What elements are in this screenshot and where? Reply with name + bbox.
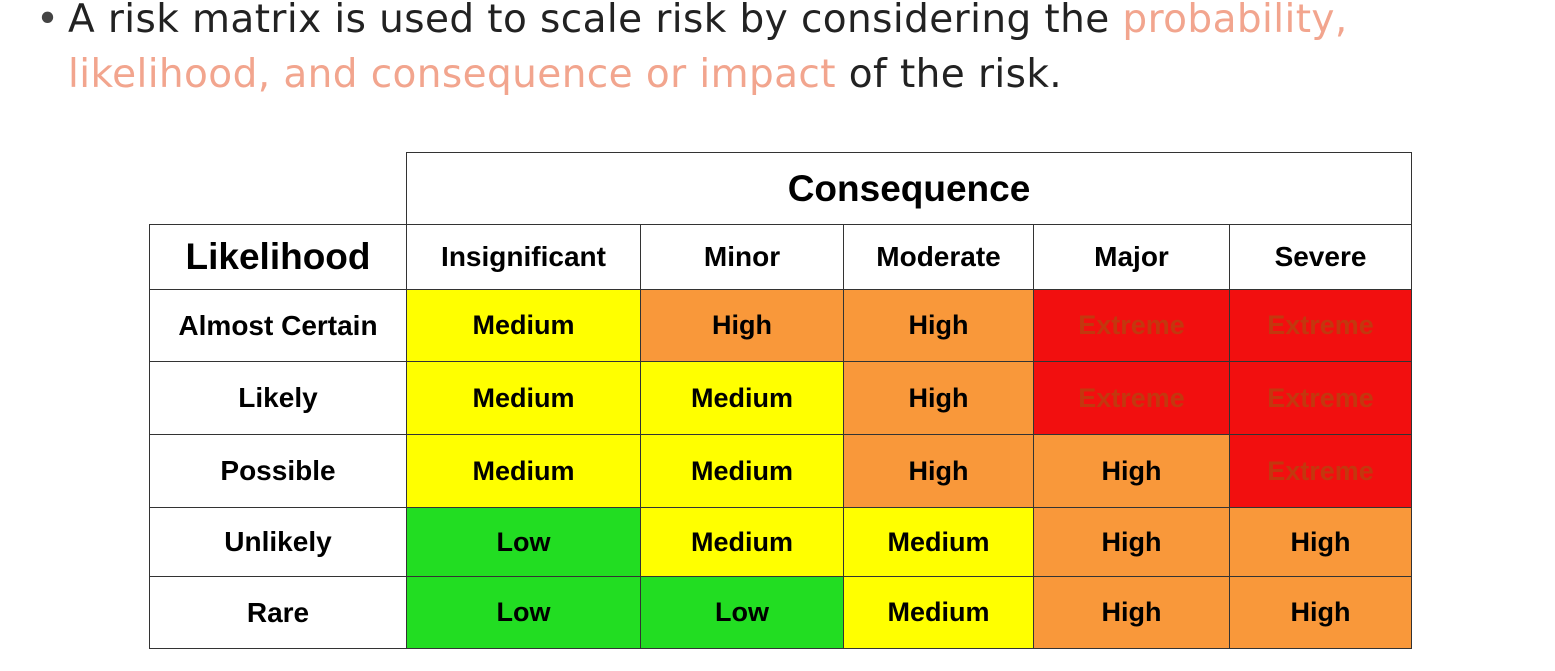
column-header-severe: Severe [1229,224,1412,290]
likelihood-title: Likelihood [149,224,407,290]
risk-matrix-table: Consequence Likelihood Insignificant Min… [149,152,1412,649]
risk-cell: High [1033,434,1230,508]
risk-cell: Low [640,576,844,649]
row-header-almost-certain: Almost Certain [149,289,407,362]
column-header-minor: Minor [640,224,844,290]
risk-cell: Extreme [1033,289,1230,362]
bullet-text-part1: A risk matrix is used to scale risk by c… [68,0,1123,42]
risk-cell: Medium [406,361,641,435]
matrix-row-likely: Likely Medium Medium High Extreme Extrem… [149,361,1412,435]
risk-cell: High [843,361,1034,435]
bullet-line-1: • A risk matrix is used to scale risk by … [36,0,1496,47]
bullet-dot: • [36,0,60,42]
risk-cell: Medium [843,576,1034,649]
risk-cell: Low [406,507,641,577]
risk-cell: Medium [406,289,641,362]
consequence-header-row: Consequence [149,152,1412,225]
column-header-major: Major [1033,224,1230,290]
row-header-possible: Possible [149,434,407,508]
matrix-row-unlikely: Unlikely Low Medium Medium High High [149,507,1412,577]
matrix-row-almost-certain: Almost Certain Medium High High Extreme … [149,289,1412,362]
risk-cell: Extreme [1229,361,1412,435]
risk-cell: Medium [640,434,844,508]
risk-cell: Medium [843,507,1034,577]
column-header-moderate: Moderate [843,224,1034,290]
bullet-paragraph: • A risk matrix is used to scale risk by … [36,0,1496,102]
consequence-title: Consequence [406,152,1412,225]
bullet-line-2: likelihood, and consequence or impact of… [36,47,1496,102]
risk-cell: Medium [640,507,844,577]
risk-cell: High [1229,507,1412,577]
risk-cell: Medium [640,361,844,435]
matrix-row-rare: Rare Low Low Medium High High [149,576,1412,649]
risk-cell: High [843,434,1034,508]
risk-cell: High [1229,576,1412,649]
bullet-highlight-2: likelihood, and consequence or impact [68,52,836,97]
risk-cell: High [1033,576,1230,649]
row-header-unlikely: Unlikely [149,507,407,577]
row-header-rare: Rare [149,576,407,649]
risk-cell: Extreme [1229,434,1412,508]
risk-cell: Low [406,576,641,649]
bullet-text-part2: of the risk. [835,52,1063,97]
risk-cell: High [1033,507,1230,577]
risk-cell: Extreme [1033,361,1230,435]
risk-cell: High [843,289,1034,362]
row-header-likely: Likely [149,361,407,435]
blank-corner-cell [149,152,407,225]
matrix-row-possible: Possible Medium Medium High High Extreme [149,434,1412,508]
risk-cell: High [640,289,844,362]
bullet-highlight-1: probability, [1122,0,1348,42]
column-header-insignificant: Insignificant [406,224,641,290]
risk-cell: Medium [406,434,641,508]
column-header-row: Likelihood Insignificant Minor Moderate … [149,224,1412,290]
risk-cell: Extreme [1229,289,1412,362]
